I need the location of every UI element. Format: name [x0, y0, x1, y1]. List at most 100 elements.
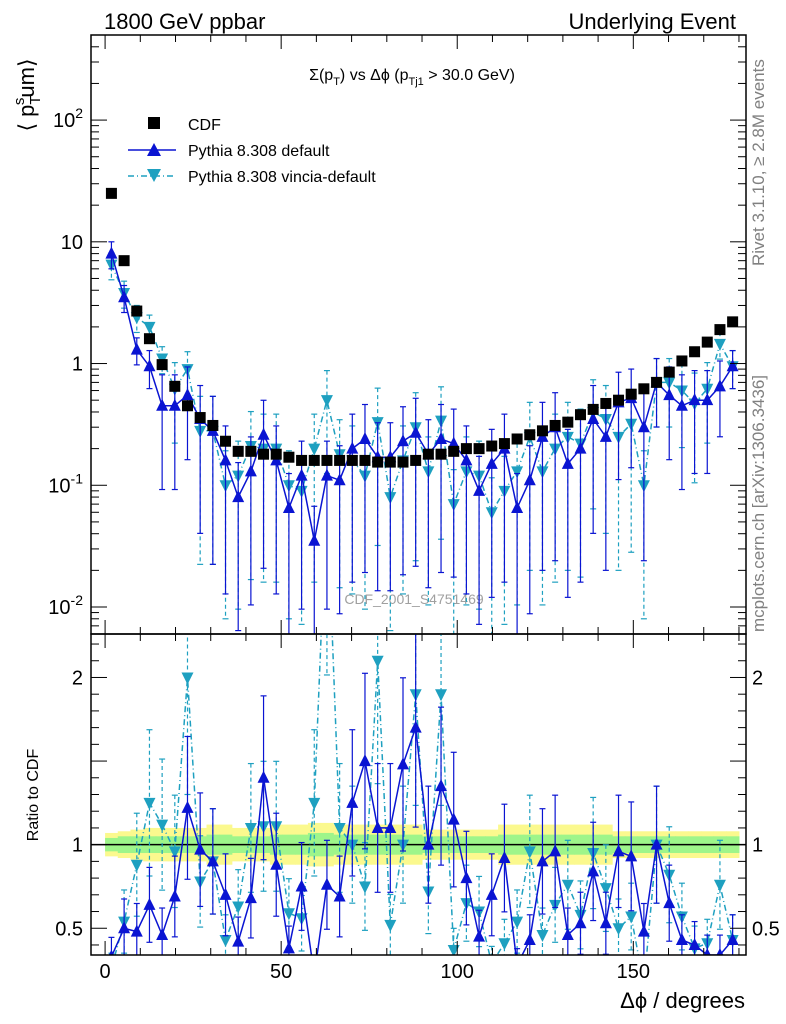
default-line	[110, 253, 734, 541]
default-marker	[244, 464, 257, 477]
vincia-ratio-marker	[523, 846, 536, 859]
default-ratio-marker	[703, 948, 711, 955]
cdf-point	[460, 443, 472, 455]
svg-text:⟨ pTsum⟩: ⟨ pTsum⟩	[11, 58, 44, 131]
default-ratio-marker	[485, 887, 498, 900]
legend-entry-default: Pythia 8.308 default	[128, 143, 330, 160]
default-marker	[320, 468, 333, 481]
vincia-ratio-marker	[232, 901, 245, 914]
vincia-ratio-marker	[447, 944, 460, 955]
legend-entry-cdf: CDF	[148, 117, 221, 134]
default-marker	[295, 468, 308, 481]
ratio-y-tick-label-right: 2	[752, 667, 763, 689]
cdf-point	[613, 394, 625, 406]
default-ratio-marker	[143, 897, 156, 910]
default-ratio-marker	[460, 871, 473, 884]
legend-label-vincia: Pythia 8.308 vincia-default	[188, 169, 376, 186]
vincia-ratio-marker	[612, 923, 625, 936]
cdf-point	[296, 454, 308, 466]
default-ratio-marker	[118, 921, 131, 934]
side-label-bottom: mcplots.cern.ch [arXiv:1306.3436]	[749, 375, 768, 632]
default-ratio-marker	[206, 854, 219, 867]
x-tick-label: 100	[441, 961, 474, 983]
vincia-ratio-marker	[181, 672, 194, 685]
default-marker	[409, 425, 422, 438]
default-ratio-marker	[168, 889, 181, 902]
default-ratio-marker	[244, 891, 257, 904]
default-marker	[358, 431, 371, 444]
default-ratio-marker	[397, 757, 410, 770]
legend-title: Σ(pT) vs Δϕ (pTj1 > 30.0 GeV)	[309, 67, 515, 88]
vincia-ratio-marker	[143, 797, 156, 810]
default-marker	[726, 359, 739, 372]
default-marker	[346, 441, 359, 454]
default-ratio-marker	[358, 754, 371, 767]
cdf-point	[638, 383, 650, 395]
cdf-point	[384, 456, 396, 468]
vincia-ratio-marker	[599, 883, 612, 896]
default-ratio-marker	[232, 934, 245, 947]
vincia-marker	[713, 338, 726, 351]
x-tick-label: 50	[270, 961, 292, 983]
cdf-point	[359, 454, 371, 466]
y-tick-label: 10-2	[48, 592, 83, 619]
default-ratio-marker	[726, 932, 739, 945]
default-marker	[561, 456, 574, 469]
default-ratio-marker	[219, 887, 232, 900]
default-marker	[105, 246, 118, 259]
vincia-ratio-marker	[168, 846, 181, 859]
default-ratio-series	[108, 634, 739, 980]
default-ratio-marker	[625, 849, 638, 862]
default-ratio-marker	[194, 842, 207, 855]
cdf-point	[181, 400, 193, 412]
default-ratio-marker	[333, 889, 346, 902]
header-right: Underlying Event	[568, 9, 736, 34]
default-ratio-marker	[308, 968, 320, 980]
default-marker	[308, 533, 321, 546]
default-marker	[701, 393, 714, 406]
default-marker	[675, 398, 688, 411]
cdf-point	[283, 451, 295, 463]
vincia-ratio-marker	[219, 934, 232, 947]
default-ratio-marker	[473, 929, 486, 942]
vincia-ratio-marker	[130, 859, 143, 872]
side-label-top: Rivet 3.1.10, ≥ 2.8M events	[749, 59, 768, 266]
default-marker	[485, 456, 498, 469]
vincia-ratio-marker	[486, 958, 498, 970]
default-ratio-marker	[536, 854, 549, 867]
x-tick-label: 0	[100, 961, 111, 983]
default-marker	[511, 501, 524, 514]
cdf-point	[448, 445, 460, 457]
cdf-point	[372, 456, 384, 468]
cdf-point	[321, 454, 333, 466]
cdf-point	[346, 454, 358, 466]
default-ratio-marker	[295, 879, 308, 892]
default-ratio-marker	[346, 795, 359, 808]
vincia-ratio-marker	[358, 881, 371, 894]
default-marker	[637, 420, 650, 433]
cdf-point	[663, 366, 675, 378]
x-axis-label: Δϕ / degrees	[620, 988, 745, 1013]
cdf-point	[562, 416, 574, 428]
cdf-point	[701, 336, 713, 348]
default-ratio-marker	[384, 820, 397, 833]
cdf-point	[727, 316, 739, 328]
y-tick-label: 102	[53, 105, 83, 132]
cdf-point	[232, 445, 244, 457]
default-ratio-marker	[688, 937, 701, 950]
default-marker	[232, 490, 245, 503]
vincia-ratio-marker	[244, 822, 257, 835]
cdf-point	[714, 324, 726, 336]
y-tick-label: 10	[61, 232, 83, 254]
cdf-point	[498, 438, 510, 450]
watermark: CDF_2001_S4751469	[344, 591, 484, 607]
cdf-point	[689, 346, 701, 358]
legend-label-default: Pythia 8.308 default	[188, 143, 330, 160]
x-tick-label: 150	[617, 961, 650, 983]
ratio-y-tick-label: 0.5	[55, 918, 83, 940]
default-ratio-marker	[574, 916, 587, 929]
default-marker	[473, 483, 486, 496]
cdf-point	[245, 445, 257, 457]
default-ratio-marker	[561, 927, 574, 940]
